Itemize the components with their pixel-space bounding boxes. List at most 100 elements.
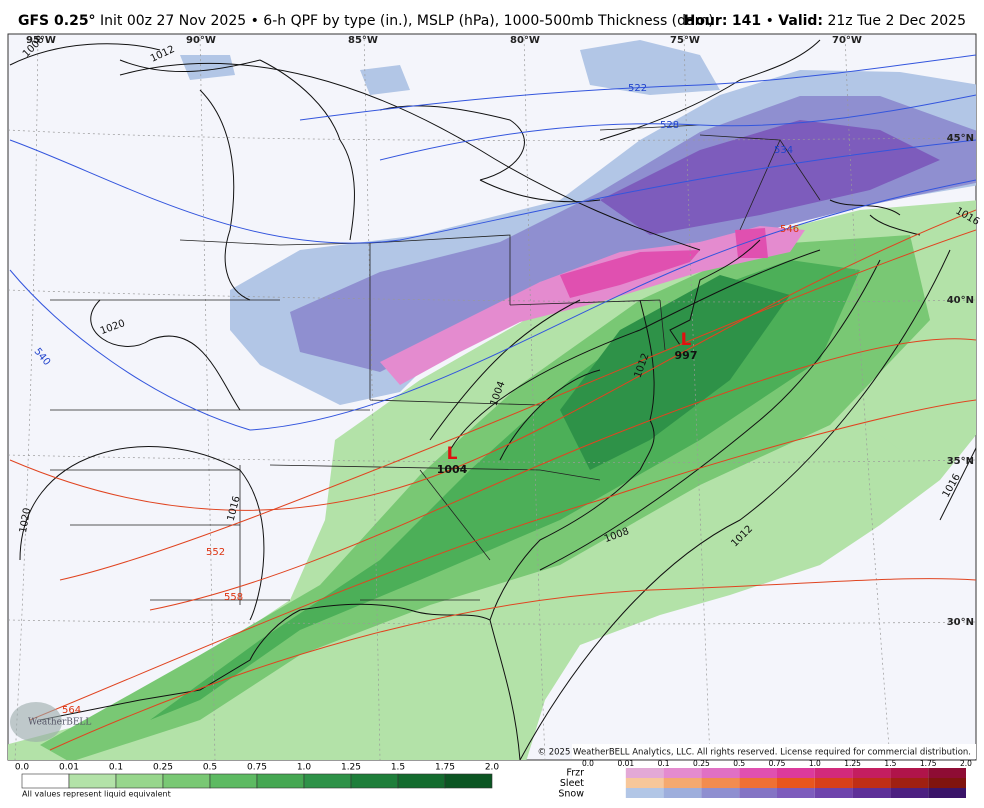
type-swatch <box>814 768 853 778</box>
isobar <box>90 299 241 411</box>
type-swatch <box>890 768 929 778</box>
rain-scale-label: 0.0 <box>15 763 30 773</box>
type-swatch <box>663 778 702 788</box>
type-swatch <box>701 788 740 798</box>
isobar-label: 1020 <box>18 507 33 534</box>
rain-swatch <box>21 773 70 789</box>
thickness-label: 522 <box>628 83 647 94</box>
lon-label: 90°W <box>186 35 216 46</box>
valid: Hour: 141 • Valid: 21z Tue 2 Dec 2025 <box>684 13 966 29</box>
lon-label: 70°W <box>832 35 862 46</box>
rain-scale-label: 0.75 <box>247 763 267 773</box>
thickness-line <box>9 179 976 431</box>
type-swatch <box>928 788 966 798</box>
rain-scale-label: 1.25 <box>341 763 361 773</box>
thickness-label: 528 <box>660 120 679 131</box>
type-swatch <box>739 768 777 778</box>
thickness-line <box>299 54 976 121</box>
thickness-line <box>9 209 976 511</box>
type-scale-label: 0.0 <box>582 759 594 768</box>
hour-label: Hour: <box>684 13 728 29</box>
type-scale-label: 1.0 <box>809 759 821 768</box>
legend-note: All values represent liquid equivalent <box>22 790 171 799</box>
lat-label: 30°N <box>947 617 974 628</box>
type-swatch <box>928 768 966 778</box>
low-symbol: L <box>681 330 692 350</box>
lon-label: 80°W <box>510 35 540 46</box>
type-swatch <box>625 768 664 778</box>
thickness-lines <box>9 54 976 751</box>
rain-swatch <box>397 773 446 789</box>
isobar <box>19 446 265 621</box>
lon-label: 95°W <box>26 35 56 46</box>
rain-scale-label: 0.1 <box>109 763 123 773</box>
isobar <box>449 249 821 451</box>
type-scale-label: 2.0 <box>960 759 972 768</box>
mix-heavy <box>560 228 768 298</box>
rain-scale-label: 1.5 <box>391 763 405 773</box>
type-swatch <box>777 788 815 798</box>
thickness-label: 558 <box>224 592 243 603</box>
thickness-label: 534 <box>774 145 793 156</box>
type-scale-label: 1.5 <box>884 759 896 768</box>
type-swatch <box>852 768 891 778</box>
hour: 141 <box>732 13 761 29</box>
snow-light <box>180 40 720 95</box>
thickness-line <box>9 139 976 244</box>
rain-scale-label: 0.5 <box>203 763 217 773</box>
type-swatch <box>625 788 664 798</box>
parallels <box>8 129 976 625</box>
rain-swatch <box>162 773 211 789</box>
map-layers: WeatherBELL <box>8 34 976 760</box>
type-swatch <box>739 778 777 788</box>
thickness-label: 546 <box>780 224 799 235</box>
lat-label: 45°N <box>947 133 974 144</box>
title-text: Init 00z 27 Nov 2025 • 6-h QPF by type (… <box>100 13 714 29</box>
rain-swatch <box>209 773 258 789</box>
title: GFS 0.25° Init 00z 27 Nov 2025 • 6-h QPF… <box>18 13 714 29</box>
isobars <box>9 43 976 760</box>
thickness-label: 564 <box>62 705 81 716</box>
low-pressure: 997 <box>675 349 698 362</box>
logo: WeatherBELL <box>28 718 91 728</box>
type-swatch <box>852 788 891 798</box>
type-scale-label: 0.01 <box>617 759 634 768</box>
rain-scale-label: 0.01 <box>59 763 79 773</box>
rain-swatch <box>68 773 117 789</box>
type-swatch <box>663 768 702 778</box>
type-label: Frzr <box>566 768 584 779</box>
rain-swatch <box>444 773 493 789</box>
graticule <box>8 34 976 760</box>
isobar <box>9 43 161 66</box>
isobar <box>939 446 976 521</box>
type-swatch <box>928 778 966 788</box>
type-swatch <box>852 778 891 788</box>
type-swatch <box>777 778 815 788</box>
legend: 0.0 0.01 0.1 0.25 0.5 0.75 1.0 1.25 1.5 1.75 2.0 0.… <box>15 759 972 800</box>
type-swatch <box>890 788 929 798</box>
type-swatch <box>625 778 664 788</box>
type-label: Snow <box>558 789 584 800</box>
type-swatch <box>890 778 929 788</box>
lat-label: 40°N <box>947 295 974 306</box>
thickness-line <box>59 229 976 581</box>
type-swatch <box>777 768 815 778</box>
thickness-line <box>379 94 976 161</box>
thickness-line <box>49 578 976 751</box>
thickness-label: 552 <box>206 547 225 558</box>
type-scale-label: 0.5 <box>733 759 745 768</box>
type-scale-label: 0.1 <box>658 759 670 768</box>
copyright-bg <box>572 744 976 759</box>
valid-time: 21z Tue 2 Dec 2025 <box>827 13 966 29</box>
lon-label: 75°W <box>670 35 700 46</box>
rain-scale-label: 0.25 <box>153 763 173 773</box>
type-scale-label: 1.75 <box>920 759 937 768</box>
lon-label: 85°W <box>348 35 378 46</box>
model: GFS 0.25° <box>18 13 96 29</box>
rain-swatch <box>115 773 164 789</box>
type-swatch <box>814 788 853 798</box>
type-scale-label: 0.75 <box>769 759 786 768</box>
type-swatch <box>701 778 740 788</box>
rain-scale-label: 1.0 <box>297 763 312 773</box>
